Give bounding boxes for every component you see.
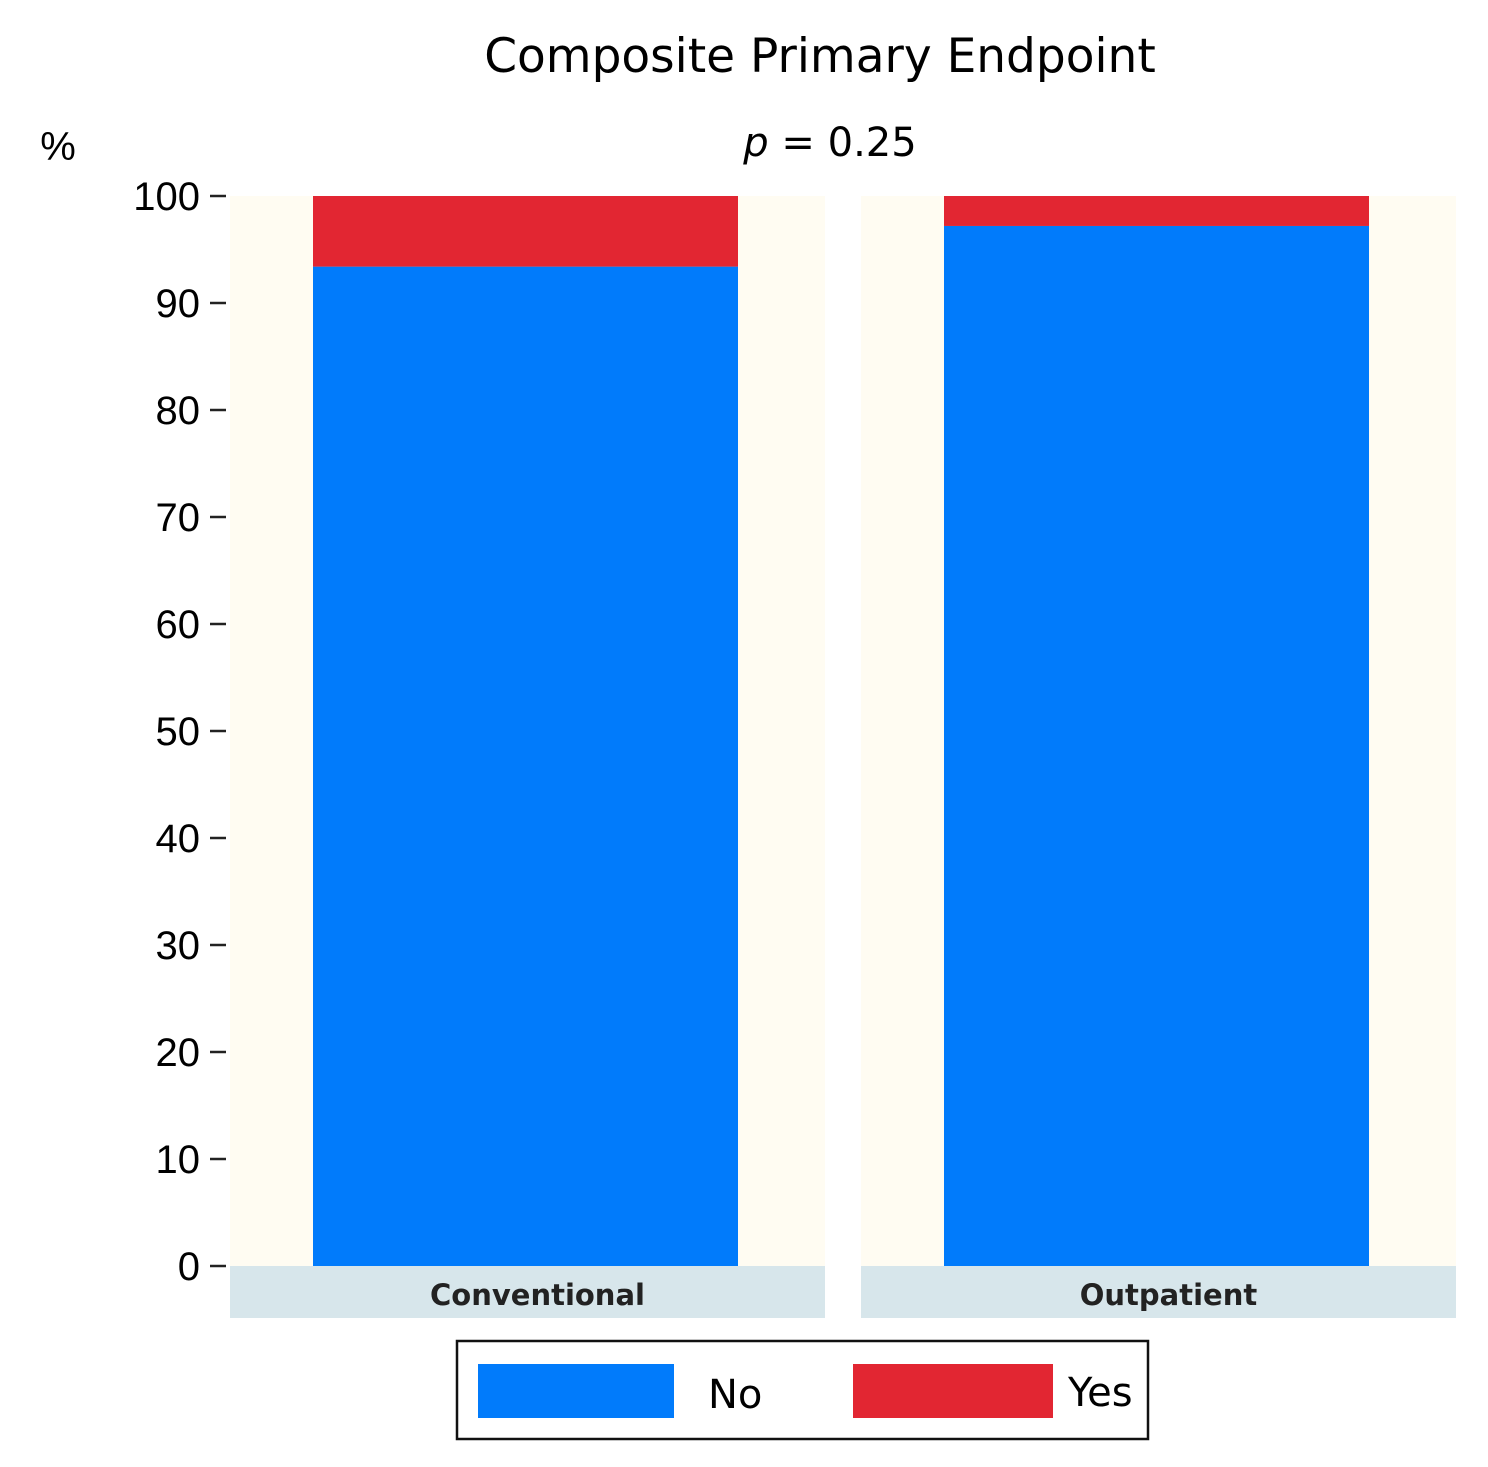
bar-conventional-no: [313, 266, 738, 1266]
strip-outpatient: [861, 1266, 1456, 1318]
legend-swatch-yes: [853, 1364, 1053, 1418]
legend-swatch-no: [478, 1364, 674, 1418]
y-tick-label-30: 30: [156, 924, 201, 968]
y-tick-label-60: 60: [156, 603, 201, 647]
y-tick-label-90: 90: [156, 282, 201, 326]
chart-title: Composite Primary Endpoint: [484, 29, 1156, 84]
y-tick-label-50: 50: [156, 710, 201, 754]
bar-outpatient-yes: [944, 196, 1369, 226]
y-tick-label-70: 70: [156, 496, 201, 540]
strip-conventional: [230, 1266, 825, 1318]
panel-outpatient: Outpatient: [861, 196, 1456, 1318]
y-axis: 0 10 20 30 40 50 60 70 80 90 100: [133, 175, 226, 1289]
legend-label-no: No: [708, 1372, 762, 1418]
panel-conventional: Conventional: [230, 196, 825, 1318]
y-tick-label-20: 20: [156, 1031, 201, 1075]
y-tick-label-100: 100: [133, 175, 200, 219]
y-tick-label-40: 40: [156, 817, 201, 861]
category-label-outpatient: Outpatient: [1080, 1278, 1258, 1312]
p-value: = 0.25: [769, 120, 917, 166]
chart-subtitle: p = 0.25: [742, 120, 916, 166]
chart-panels: Conventional Outpatient: [230, 196, 1456, 1318]
bar-conventional-yes: [313, 196, 738, 267]
y-tick-label-10: 10: [156, 1138, 201, 1182]
p-symbol: p: [742, 120, 768, 166]
bar-outpatient-no: [944, 225, 1369, 1267]
y-tick-label-80: 80: [156, 389, 201, 433]
y-axis-label: %: [40, 125, 76, 169]
legend: No Yes: [455, 1339, 1150, 1441]
legend-label-yes: Yes: [1067, 1370, 1133, 1416]
y-tick-label-0: 0: [178, 1245, 200, 1289]
category-label-conventional: Conventional: [430, 1278, 645, 1312]
